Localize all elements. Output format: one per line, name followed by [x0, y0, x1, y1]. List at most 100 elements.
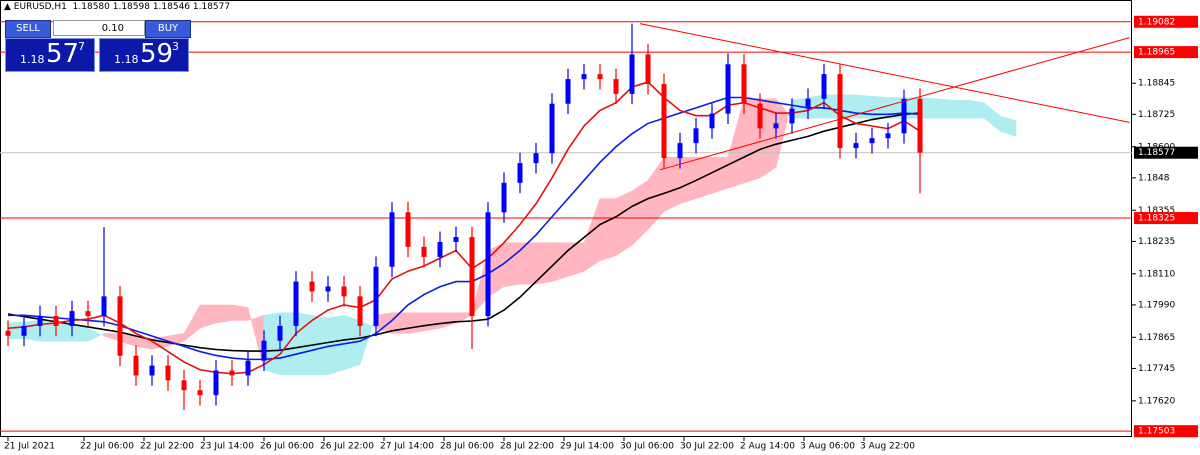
candle-body — [37, 316, 43, 326]
x-tick-label: 28 Jul 06:00 — [440, 442, 494, 452]
big-figure: 1.18 — [20, 53, 45, 66]
candle-body — [293, 281, 299, 326]
symbol: EURUSD,H1 — [13, 2, 67, 12]
y-tick-label: 1.18845 — [1138, 79, 1175, 89]
x-tick-label: 26 Jul 22:00 — [320, 442, 374, 452]
pips: 57 — [46, 39, 80, 69]
y-tick-label: 1.17990 — [1138, 300, 1175, 310]
y-tick-label: 1.18110 — [1138, 269, 1175, 279]
candle-body — [69, 311, 75, 326]
x-tick-label: 28 Jul 22:00 — [500, 442, 554, 452]
big-figure: 1.18 — [114, 53, 139, 66]
plot-area — [0, 21, 1132, 432]
candle-body — [133, 355, 139, 376]
candle-body — [789, 108, 795, 124]
y-tick-label: 1.18235 — [1138, 237, 1175, 247]
candle-body — [165, 365, 171, 381]
candle-body — [437, 241, 443, 257]
candle-body — [453, 236, 459, 242]
candle-body — [517, 163, 523, 183]
candle-body — [373, 266, 379, 326]
y-tick-label: 1.17620 — [1138, 396, 1175, 406]
cloud-segment — [615, 190, 633, 257]
candle-body — [533, 153, 539, 164]
cloud-segment — [215, 304, 233, 324]
point: 3 — [172, 40, 179, 53]
sell-price[interactable]: 1.18 57 7 — [5, 38, 95, 72]
candle-body — [709, 113, 715, 129]
level-tag-label: 1.18325 — [1138, 214, 1175, 224]
candle-body — [629, 54, 635, 94]
candle-body — [197, 390, 203, 396]
x-tick-label: 22 Jul 06:00 — [80, 442, 134, 452]
x-tick-label: 30 Jul 06:00 — [620, 442, 674, 452]
candle-body — [645, 54, 651, 85]
candle-body — [485, 212, 491, 317]
candle-body — [837, 74, 843, 149]
candle-body — [405, 212, 411, 247]
candle-body — [693, 128, 699, 144]
candle-body — [597, 74, 603, 80]
bid-tag — [1134, 146, 1198, 159]
candle-body — [5, 330, 11, 336]
cloud-segment — [407, 312, 425, 334]
candle-body — [613, 79, 619, 94]
axes: 1.188451.187251.186001.18481.183551.1823… — [4, 15, 1198, 452]
cloud-segment — [231, 304, 249, 321]
candle-body — [21, 325, 27, 336]
buy-button[interactable]: BUY — [145, 20, 191, 38]
level-tag — [1134, 212, 1198, 225]
candle-body — [245, 360, 251, 376]
candle-body — [805, 98, 811, 109]
candle-body — [469, 236, 475, 317]
candle-body — [309, 281, 315, 292]
sell-button[interactable]: SELL — [5, 20, 51, 38]
candle-body — [341, 286, 347, 297]
y-tick-label: 1.1848 — [1138, 173, 1170, 183]
level-tag-label: 1.19082 — [1138, 17, 1175, 27]
moving-average — [8, 96, 921, 361]
x-tick-label: 27 Jul 14:00 — [380, 442, 434, 452]
y-tick-label: 1.18725 — [1138, 110, 1175, 120]
cloud-segment — [503, 242, 521, 288]
trendline — [659, 37, 1130, 171]
bid-tag-label: 1.18577 — [1138, 148, 1175, 158]
x-tick-label: 2 Aug 14:00 — [740, 442, 795, 452]
cloud-segment — [695, 156, 713, 199]
y-tick-label: 1.18355 — [1138, 206, 1175, 216]
level-tag — [1134, 15, 1198, 28]
candle-body — [869, 138, 875, 144]
candle-body — [421, 246, 427, 257]
level-tag-label: 1.18965 — [1138, 48, 1175, 58]
x-tick-label: 30 Jul 22:00 — [680, 442, 734, 452]
cloud-segment — [935, 98, 953, 119]
buy-price[interactable]: 1.18 59 3 — [99, 38, 189, 72]
quote: 1.18580 1.18598 1.18546 1.18577 — [72, 2, 231, 12]
candle-body — [149, 365, 155, 376]
trendline — [639, 23, 1130, 123]
cloud-segment — [999, 115, 1017, 137]
cloud-segment — [711, 156, 729, 194]
candle-body — [181, 380, 187, 391]
point: 7 — [78, 40, 85, 53]
y-tick-label: 1.17865 — [1138, 333, 1175, 343]
candle-body — [885, 133, 891, 139]
x-tick-label: 22 Jul 22:00 — [140, 442, 194, 452]
candle-body — [773, 123, 779, 129]
candle-body — [565, 79, 571, 104]
x-tick-label: 26 Jul 06:00 — [260, 442, 314, 452]
candle-body — [501, 182, 507, 213]
x-tick-label: 23 Jul 14:00 — [200, 442, 254, 452]
lot-input[interactable]: 0.10 — [53, 20, 145, 36]
level-tag — [1134, 425, 1198, 438]
candle-body — [261, 340, 267, 361]
level-tag-label: 1.17503 — [1138, 427, 1175, 437]
moving-average — [7, 112, 921, 352]
candle-body — [229, 370, 235, 376]
cloud-segment — [951, 99, 969, 119]
pips: 59 — [140, 39, 174, 69]
x-tick-label: 29 Jul 14:00 — [560, 442, 614, 452]
cloud-segment — [551, 242, 569, 282]
